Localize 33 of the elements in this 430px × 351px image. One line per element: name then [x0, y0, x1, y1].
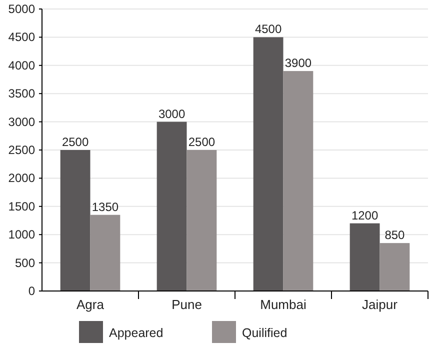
y-tick-label: 2000: [8, 171, 36, 186]
y-tick-label: 0: [28, 284, 36, 298]
x-tick-label: Jaipur: [362, 297, 398, 312]
y-tick-label: 1500: [8, 199, 36, 214]
data-label: 3000: [158, 106, 186, 121]
y-tick-label: 2500: [8, 143, 36, 157]
bar: [283, 71, 314, 291]
bar: [253, 37, 284, 291]
y-tick-label: 4000: [8, 58, 36, 72]
data-label: 850: [384, 228, 406, 242]
data-label: 4500: [254, 22, 282, 36]
bar: [90, 214, 120, 291]
legend-label: Quilified: [242, 326, 288, 340]
y-tick-label: 1000: [8, 228, 36, 242]
bar: [380, 243, 410, 291]
bar: [350, 223, 380, 291]
legend-label: Appeared: [109, 326, 164, 340]
y-tick-label: 4500: [8, 30, 36, 44]
y-tick-label: 500: [14, 256, 36, 270]
data-label: 2500: [188, 135, 216, 149]
bar: [186, 150, 217, 291]
y-tick-label: 3000: [8, 114, 36, 129]
y-tick-label: 5000: [8, 2, 36, 16]
y-tick-label: 3500: [8, 86, 36, 101]
x-tick-label: Mumbai: [260, 297, 306, 312]
data-label: 2500: [62, 135, 89, 149]
data-label: 3900: [284, 56, 312, 70]
data-label: 1350: [92, 200, 119, 214]
bar: [156, 122, 187, 291]
x-tick-label: Agra: [76, 297, 105, 312]
x-tick-label: Pune: [172, 297, 202, 312]
data-label: 1200: [351, 208, 378, 222]
bar: [60, 150, 90, 291]
